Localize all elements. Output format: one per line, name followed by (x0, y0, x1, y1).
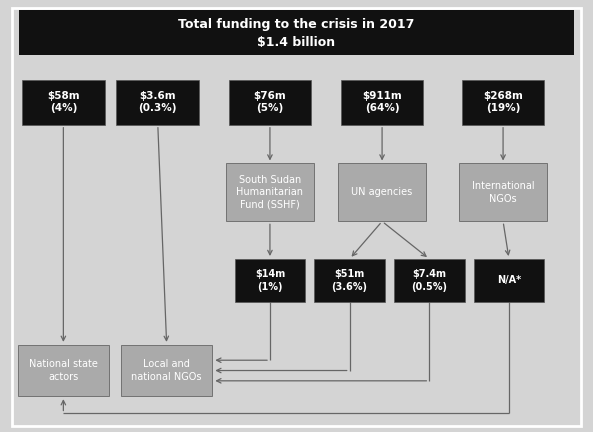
Text: $268m
(19%): $268m (19%) (483, 91, 523, 114)
Text: N/A*: N/A* (497, 275, 521, 286)
FancyBboxPatch shape (22, 80, 105, 125)
FancyBboxPatch shape (234, 259, 305, 302)
Text: Local and
national NGOs: Local and national NGOs (132, 359, 202, 382)
FancyBboxPatch shape (338, 163, 426, 221)
Text: Total funding to the crisis in 2017: Total funding to the crisis in 2017 (178, 18, 415, 31)
Text: International
NGOs: International NGOs (472, 181, 534, 203)
FancyBboxPatch shape (19, 10, 574, 55)
Text: South Sudan
Humanitarian
Fund (SSHF): South Sudan Humanitarian Fund (SSHF) (237, 175, 304, 210)
Text: $911m
(64%): $911m (64%) (362, 91, 402, 114)
FancyBboxPatch shape (341, 80, 423, 125)
Text: UN agencies: UN agencies (352, 187, 413, 197)
Text: $51m
(3.6%): $51m (3.6%) (331, 269, 368, 292)
FancyBboxPatch shape (394, 259, 465, 302)
FancyBboxPatch shape (462, 80, 544, 125)
Text: $3.6m
(0.3%): $3.6m (0.3%) (139, 91, 177, 114)
Text: $76m
(5%): $76m (5%) (254, 91, 286, 114)
FancyBboxPatch shape (226, 163, 314, 221)
FancyBboxPatch shape (459, 163, 547, 221)
FancyBboxPatch shape (18, 345, 109, 396)
FancyBboxPatch shape (474, 259, 544, 302)
Text: $1.4 billion: $1.4 billion (257, 36, 336, 49)
FancyBboxPatch shape (229, 80, 311, 125)
Text: $58m
(4%): $58m (4%) (47, 91, 79, 114)
Text: $14m
(1%): $14m (1%) (255, 269, 285, 292)
Text: National state
actors: National state actors (29, 359, 98, 382)
FancyBboxPatch shape (314, 259, 385, 302)
Text: $7.4m
(0.5%): $7.4m (0.5%) (412, 269, 447, 292)
FancyBboxPatch shape (121, 345, 212, 396)
FancyBboxPatch shape (116, 80, 199, 125)
